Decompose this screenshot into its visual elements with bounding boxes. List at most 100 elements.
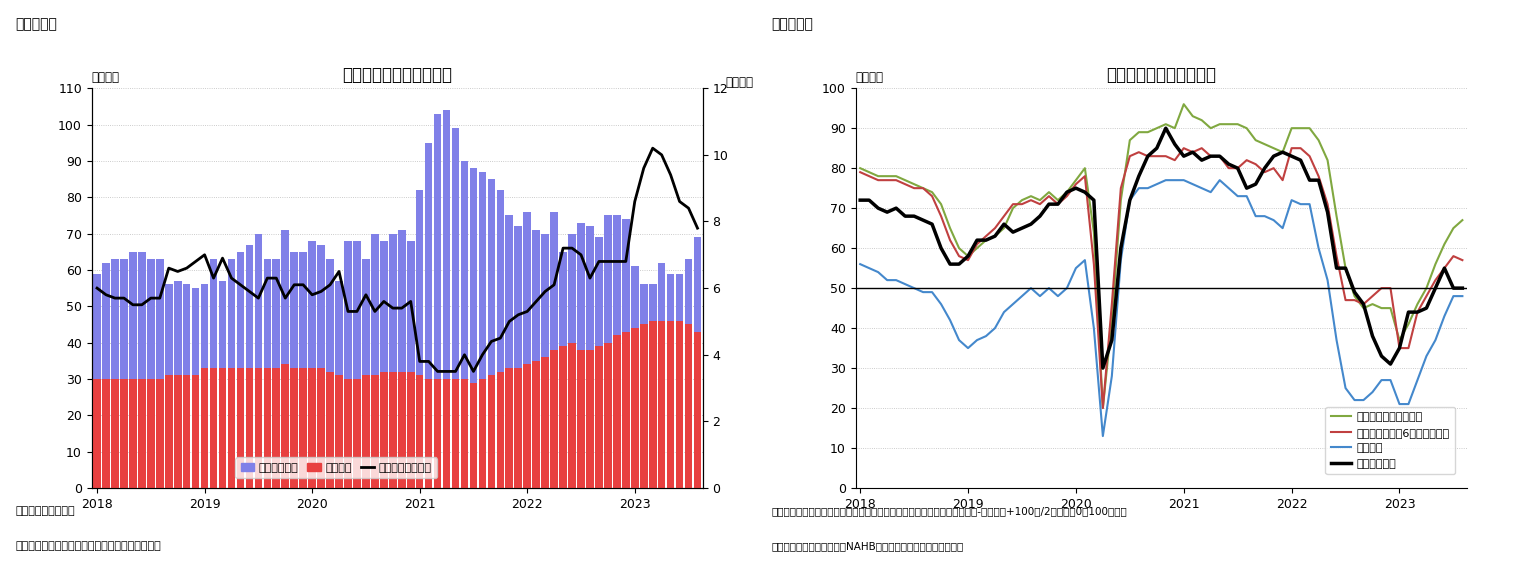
Text: （資料）センサス局よりニッセイ基礎研究所作成: （資料）センサス局よりニッセイ基礎研究所作成: [15, 541, 160, 551]
Text: （図表５）: （図表５）: [772, 18, 813, 32]
住宅販売状況（現状）: [1300, 125, 1319, 132]
Bar: [93, 273, 101, 488]
Line: 住宅販売状況（6ヵ月見込み）: 住宅販売状況（6ヵ月見込み）: [860, 148, 1462, 408]
Bar: [559, 252, 567, 488]
Text: （指数）: （指数）: [856, 71, 883, 84]
客足状況: [1273, 225, 1291, 232]
Line: 住宅販売状況（現状）: 住宅販売状況（現状）: [860, 104, 1462, 408]
Bar: [362, 259, 370, 488]
Bar: [183, 375, 191, 488]
Bar: [165, 375, 173, 488]
Bar: [121, 379, 128, 488]
Bar: [309, 368, 316, 488]
Bar: [246, 368, 254, 488]
Bar: [434, 379, 442, 488]
Bar: [568, 233, 576, 488]
住宅販売状況（現状）: [1409, 300, 1427, 308]
Bar: [604, 343, 611, 488]
客足状況: [1345, 396, 1363, 403]
Bar: [237, 252, 244, 488]
Text: （注）季節調整済み: （注）季節調整済み: [15, 506, 75, 516]
Bar: [397, 372, 405, 488]
Bar: [272, 259, 280, 488]
Bar: [147, 259, 154, 488]
住宅販売状況（現状）: [1175, 101, 1193, 108]
住宅販売状況（6ヵ月見込み）: [851, 169, 869, 176]
Bar: [587, 226, 594, 488]
Bar: [460, 161, 468, 488]
Bar: [666, 321, 674, 488]
Legend: 新築住宅販売, 新築在庫, 在庫月数（右軸）: 新築住宅販売, 新築在庫, 在庫月数（右軸）: [235, 457, 437, 479]
Bar: [506, 215, 513, 488]
住宅市場指数: [1157, 125, 1175, 132]
Bar: [675, 321, 683, 488]
住宅販売状況（6ヵ月見込み）: [1094, 405, 1112, 412]
Bar: [380, 241, 388, 488]
Bar: [452, 128, 460, 488]
Line: 住宅市場指数: 住宅市場指数: [860, 128, 1462, 368]
Bar: [649, 321, 657, 488]
Text: （資料）全米建設業協会（NAHB）よりニッセイ基礎研究所作成: （資料）全米建設業協会（NAHB）よりニッセイ基礎研究所作成: [772, 541, 964, 551]
Bar: [640, 325, 648, 488]
住宅販売状況（6ヵ月見込み）: [1453, 256, 1471, 263]
Bar: [469, 168, 477, 488]
Bar: [93, 379, 101, 488]
Bar: [532, 361, 539, 488]
Bar: [460, 379, 468, 488]
Text: （万件）: （万件）: [92, 71, 119, 84]
Bar: [685, 325, 692, 488]
住宅販売状況（6ヵ月見込み）: [1418, 293, 1436, 300]
Bar: [156, 259, 163, 488]
Bar: [255, 368, 263, 488]
客足状況: [1409, 376, 1427, 383]
Bar: [281, 365, 289, 488]
Bar: [353, 241, 361, 488]
Y-axis label: （月数）: （月数）: [726, 76, 753, 89]
Bar: [174, 375, 182, 488]
Bar: [631, 328, 639, 488]
客足状況: [1400, 400, 1418, 407]
Bar: [156, 379, 163, 488]
Bar: [622, 332, 630, 488]
Text: （注）季調値、「良い」、「普通」、「悪い」の回答のうち、（「良い」-「悪い」+100）/2で計算。0～100で推移: （注）季調値、「良い」、「普通」、「悪い」の回答のうち、（「良い」-「悪い」+1…: [772, 506, 1128, 516]
住宅販売状況（現状）: [1453, 216, 1471, 223]
Bar: [578, 223, 585, 488]
住宅販売状況（現状）: [851, 165, 869, 172]
住宅市場指数: [1273, 149, 1291, 156]
Bar: [281, 230, 289, 488]
Bar: [362, 375, 370, 488]
Legend: 住宅販売状況（現状）, 住宅販売状況（6ヵ月見込み）, 客足状況, 住宅市場指数: 住宅販売状況（現状）, 住宅販売状況（6ヵ月見込み）, 客足状況, 住宅市場指数: [1325, 407, 1455, 475]
Bar: [613, 215, 620, 488]
Bar: [353, 379, 361, 488]
Bar: [200, 285, 208, 488]
Bar: [228, 259, 235, 488]
Bar: [604, 215, 611, 488]
Bar: [327, 372, 335, 488]
Bar: [406, 372, 414, 488]
住宅販売状況（現状）: [1094, 405, 1112, 412]
Title: 新築住宅販売および在庫: 新築住宅販売および在庫: [342, 66, 452, 84]
Bar: [524, 365, 532, 488]
Bar: [452, 379, 460, 488]
客足状況: [1453, 293, 1471, 300]
Bar: [559, 346, 567, 488]
住宅市場指数: [1418, 305, 1436, 312]
Bar: [246, 245, 254, 488]
住宅販売状況（6ヵ月見込み）: [1175, 145, 1193, 152]
Bar: [290, 252, 298, 488]
Bar: [685, 259, 692, 488]
Bar: [469, 383, 477, 488]
Bar: [487, 375, 495, 488]
Bar: [390, 372, 397, 488]
Bar: [219, 368, 226, 488]
Bar: [371, 233, 379, 488]
Bar: [193, 375, 200, 488]
Bar: [380, 372, 388, 488]
Bar: [694, 237, 701, 488]
Bar: [613, 335, 620, 488]
Bar: [594, 237, 602, 488]
住宅販売状況（6ヵ月見込み）: [1400, 345, 1418, 352]
Bar: [550, 350, 558, 488]
Bar: [578, 350, 585, 488]
Text: （図表４）: （図表４）: [15, 18, 57, 32]
